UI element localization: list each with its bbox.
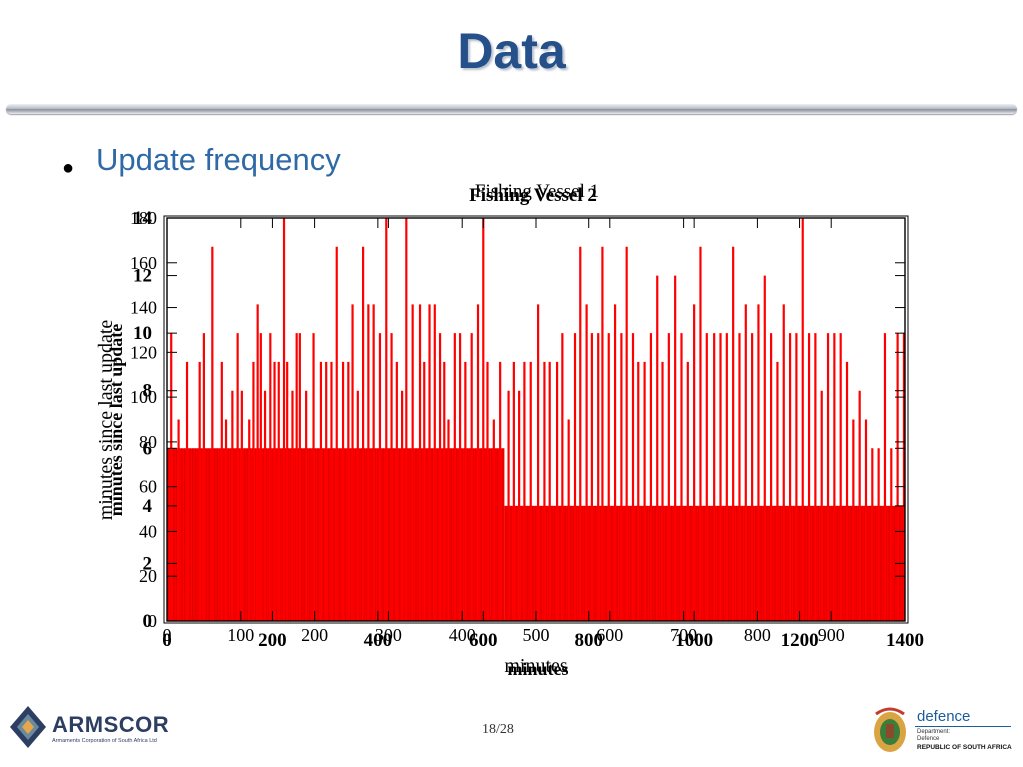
y-tick-label: 10 xyxy=(133,323,152,344)
x-tick-label: 800 xyxy=(574,630,603,651)
y-tick-label: 180 xyxy=(130,208,157,228)
page-number: 18/28 xyxy=(482,722,514,737)
y-axis-label: minutes since last update xyxy=(95,320,117,521)
x-tick-label: 900 xyxy=(818,625,845,645)
y-tick-label: 14 xyxy=(133,208,153,229)
y-tick-label: 12 xyxy=(133,266,152,287)
y-tick-label: 4 xyxy=(143,496,153,517)
x-tick-label: 0 xyxy=(162,630,172,651)
x-tick-label: 600 xyxy=(469,630,498,651)
y-tick-label: 40 xyxy=(139,521,157,541)
title-divider xyxy=(6,104,1017,114)
y-tick-label: 80 xyxy=(139,432,157,452)
x-tick-label: 600 xyxy=(596,625,623,645)
x-tick-label: 800 xyxy=(744,625,771,645)
x-tick-label: 400 xyxy=(449,625,476,645)
x-tick-label: 1200 xyxy=(781,630,819,651)
x-tick-label: 100 xyxy=(227,625,254,645)
x-tick-label: 500 xyxy=(523,625,550,645)
chart-title-2: Fishing Vessel 2 xyxy=(469,185,597,206)
coat-of-arms-icon xyxy=(874,707,906,752)
y-axis-label-overlay: minutes since last update xyxy=(106,324,126,517)
x-tick-label: 1400 xyxy=(886,630,924,651)
bullet-text: Update frequency xyxy=(96,142,341,177)
x-tick-label: 1000 xyxy=(675,630,713,651)
y-tick-label: 6 xyxy=(143,438,153,459)
spike-layer xyxy=(166,218,906,621)
x-tick-label: 0 xyxy=(163,625,172,645)
y-tick-label: 0 xyxy=(148,611,157,631)
y-tick-label: 60 xyxy=(139,477,157,497)
y-tick-label: 140 xyxy=(130,298,157,318)
y-tick-label: 8 xyxy=(143,381,153,402)
defence-line-1: Department: xyxy=(917,729,951,735)
armscor-subtitle: Armaments Corporation of South Africa Lt… xyxy=(52,738,157,744)
slide-title: Data xyxy=(457,23,566,79)
x-axis-label: minutes xyxy=(504,655,568,677)
y-tick-label: 160 xyxy=(130,253,157,273)
bullet-icon: ● xyxy=(62,157,75,179)
defence-department: Department: Defence xyxy=(917,729,950,743)
chart-title-1: Fishing Vessel 1 xyxy=(475,181,599,202)
plot-frame-overlay xyxy=(163,215,909,624)
defence-country: REPUBLIC OF SOUTH AFRICA xyxy=(917,744,1012,751)
y-tick-label: 2 xyxy=(143,553,153,574)
y-tick-label: 0 xyxy=(143,611,153,632)
armscor-name: ARMSCOR xyxy=(52,712,170,737)
x-tick-label: 300 xyxy=(375,625,402,645)
armscor-logo-icon xyxy=(10,706,46,748)
x-axis-label-overlay: minutes xyxy=(507,659,568,679)
x-tick-label: 700 xyxy=(670,625,697,645)
x-tick-label: 200 xyxy=(301,625,328,645)
x-tick-label: 400 xyxy=(364,630,393,651)
y-tick-label: 100 xyxy=(130,387,157,407)
x-tick-label: 200 xyxy=(258,630,287,651)
y-tick-label: 20 xyxy=(139,566,157,586)
defence-word: defence xyxy=(917,708,971,725)
defence-divider xyxy=(915,726,1011,727)
y-tick-label: 120 xyxy=(130,342,157,362)
defence-line-2: Defence xyxy=(917,736,940,742)
